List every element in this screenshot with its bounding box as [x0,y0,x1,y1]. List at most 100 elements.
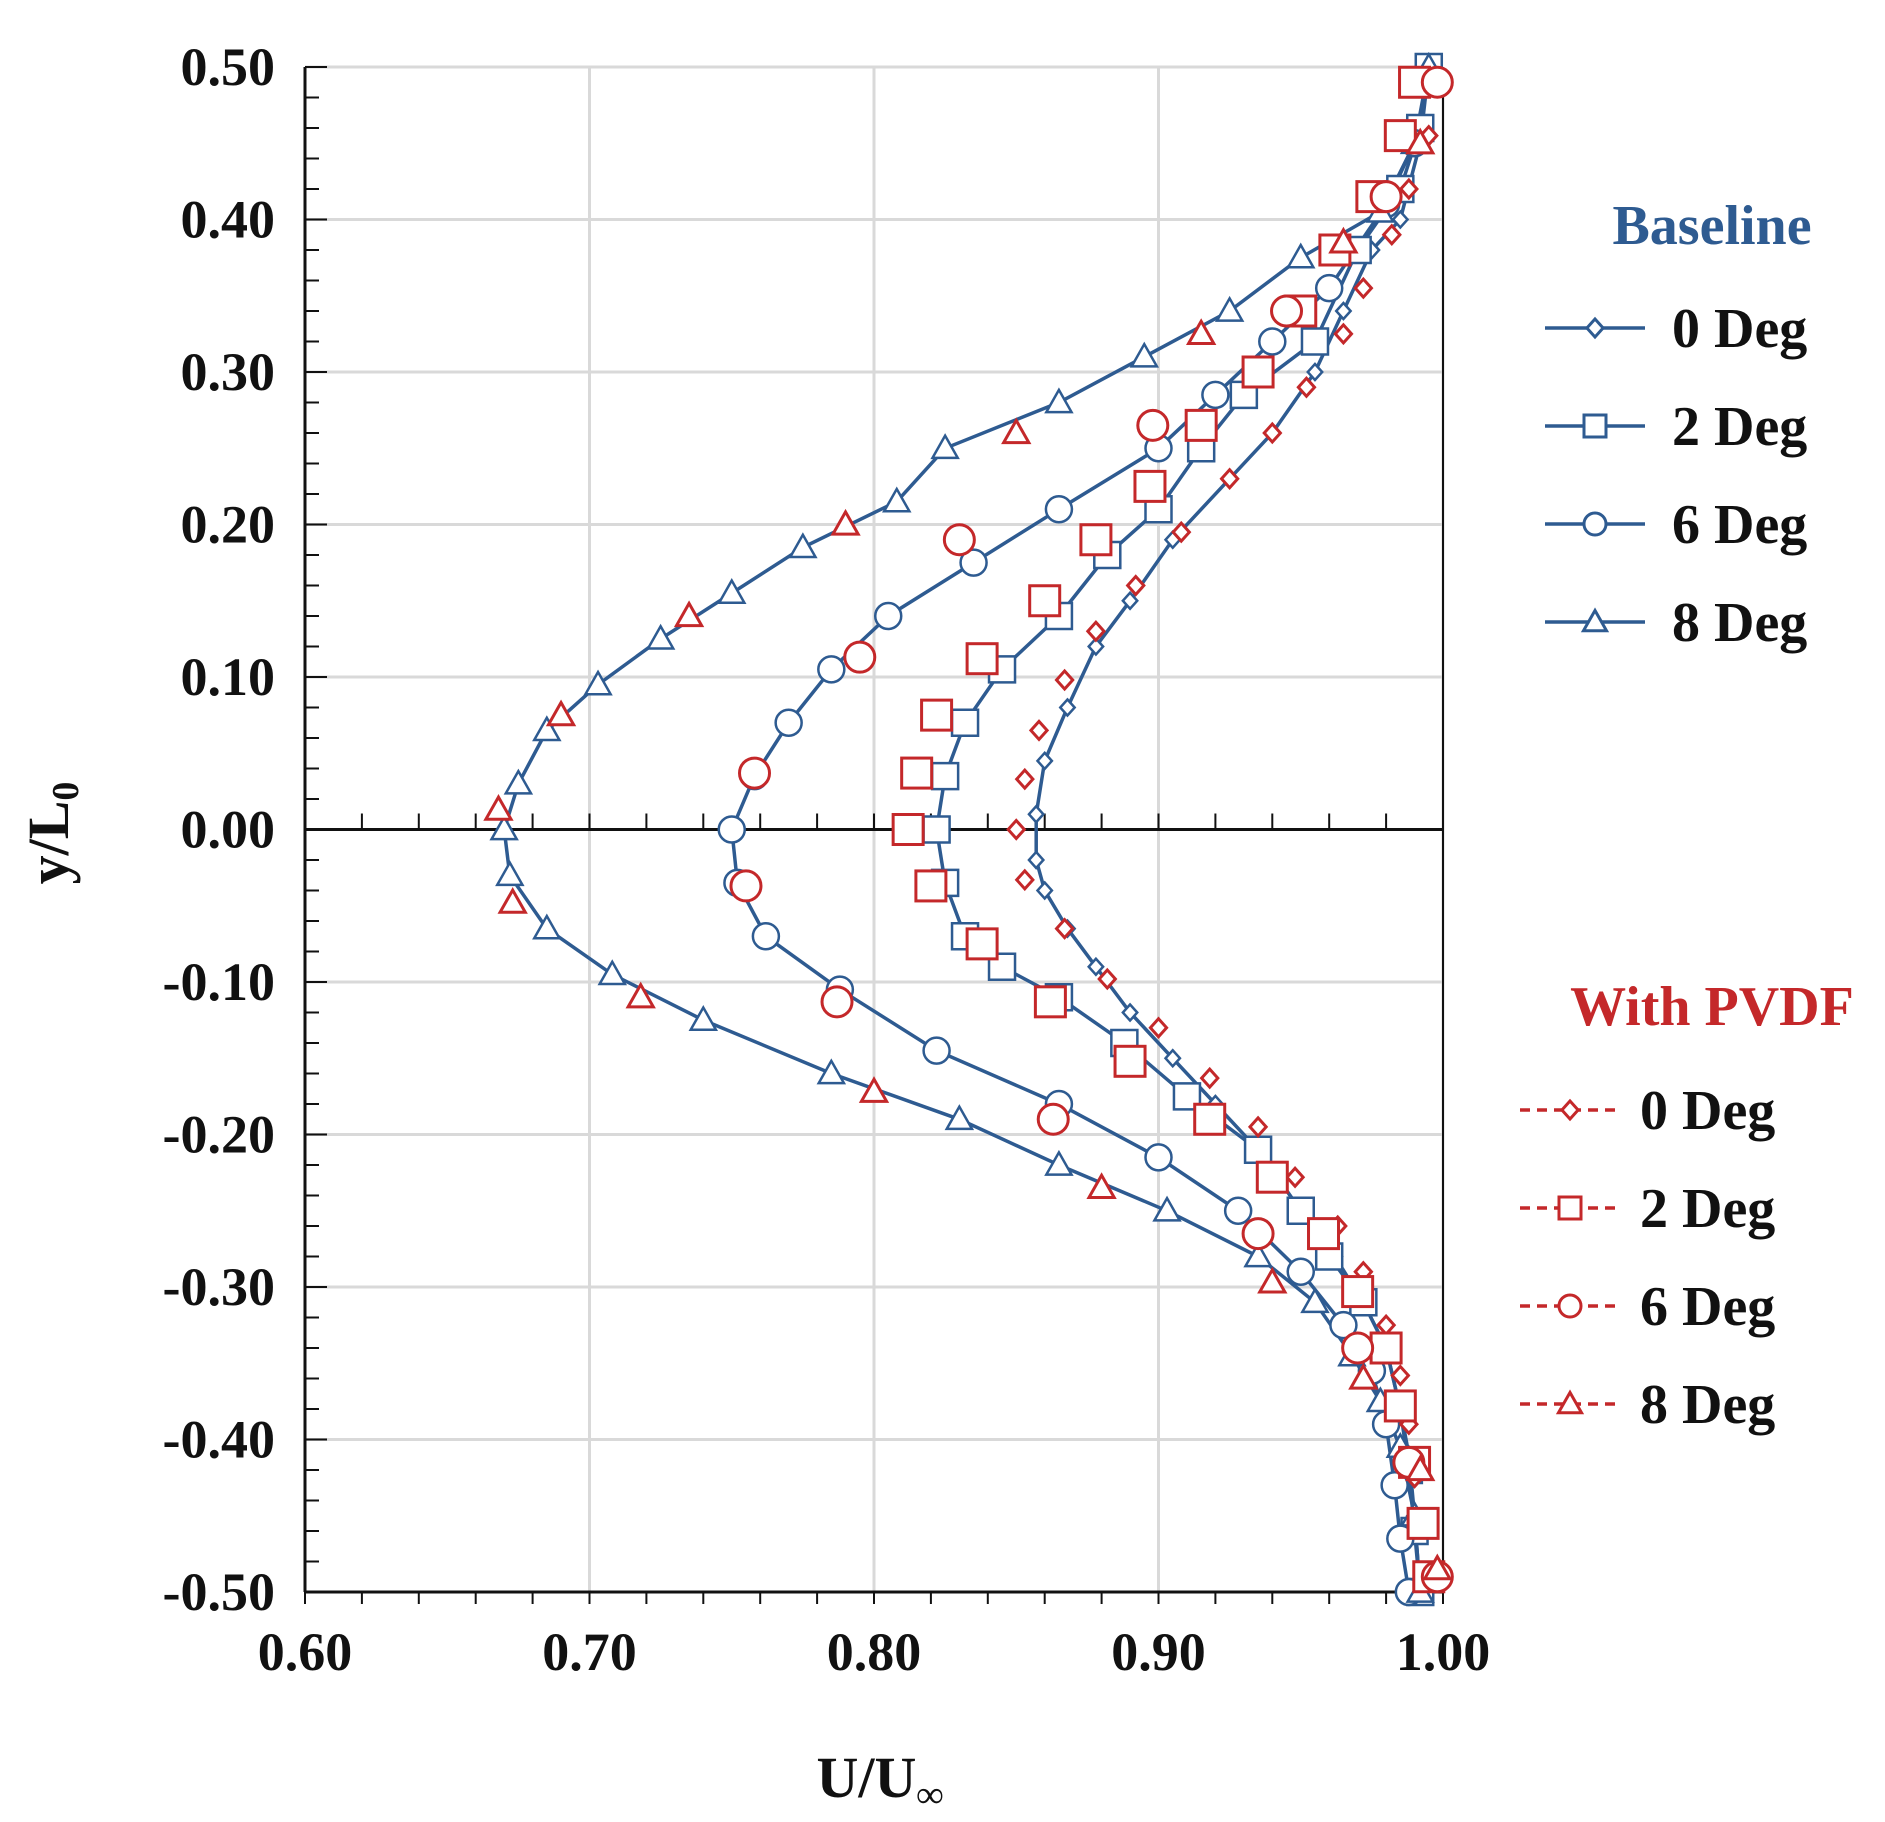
baseline-6-deg-point [1286,1257,1315,1286]
baseline-0-deg-point [1027,850,1046,870]
legend-label-baseline-0: 0 Deg [1672,298,1807,360]
pvdf-0-deg-point [1262,421,1283,445]
pvdf-8-deg-point [497,887,528,914]
pvdf-8-deg-point [1257,1266,1288,1294]
baseline-6-deg-point [774,708,803,737]
pvdf-2-deg-point [1406,1506,1440,1540]
legend-label-pvdf-2: 6 Deg [1640,1276,1775,1338]
legend-title-baseline: Baseline [1612,195,1811,257]
pvdf-0-deg-point [1125,574,1146,597]
baseline-8-deg-point [1044,1149,1074,1176]
pvdf-0-deg-point [1199,1066,1220,1090]
baseline-8-deg-point [930,433,960,460]
baseline-8-deg-point [495,860,525,887]
baseline-8-deg-point [532,913,562,940]
pvdf-2-deg-point [1307,1217,1341,1251]
legend-marker-baseline-triangle [1580,607,1610,633]
legend-marker-baseline-square [1582,413,1608,439]
legend-marker-pvdf-square [1557,1195,1583,1221]
baseline-2-deg-point [930,761,960,791]
y-tick-label: -0.40 [163,1410,275,1470]
legend: Baseline 0 Deg 2 Deg 6 Deg 8 Deg With PVDF 0 D… [1520,195,1854,1436]
pvdf-2-deg-point [965,927,999,961]
pvdf-0-deg-point [1097,967,1118,991]
baseline-6-deg-point [922,1036,951,1065]
baseline-8-deg-point [583,669,613,696]
legend-label-baseline-3: 8 Deg [1672,592,1807,654]
y-tick-label: -0.10 [163,952,275,1012]
y-tick-label: 0.00 [181,800,276,860]
pvdf-0-deg-point [1375,1313,1397,1337]
x-axis-title: U/U∞ [817,1745,944,1816]
data-markers [483,51,1454,1607]
y-tick-label: 0.20 [181,495,276,555]
baseline-8-deg-point [1129,341,1160,368]
pvdf-8-deg-point [1348,1362,1379,1390]
pvdf-2-deg-point [1028,584,1062,618]
pvdf-6-deg-point [1420,65,1454,99]
baseline-8-deg-point [597,959,628,986]
y-tick-label: -0.50 [163,1562,275,1622]
baseline-0-deg-point [1035,880,1054,901]
pvdf-0-deg-point [1353,276,1374,300]
pvdf-0-deg-point [1171,520,1192,544]
pvdf-0-deg-point [1014,868,1035,892]
legend-label-baseline-1: 2 Deg [1672,396,1807,458]
pvdf-2-deg-point [1193,1102,1227,1136]
pvdf-0-deg-point [1390,1364,1411,1387]
pvdf-2-deg-point [1383,119,1417,153]
pvdf-8-deg-point [830,508,861,536]
pvdf-6-deg-point [1341,1331,1375,1365]
y-tick-label: -0.30 [163,1257,275,1317]
baseline-6-deg-point [1044,495,1074,524]
legend-label-pvdf-0: 0 Deg [1640,1080,1775,1142]
baseline-6-deg-point [1201,380,1230,410]
baseline-2-deg-point [950,708,980,737]
pvdf-8-deg-point [1405,1454,1436,1482]
pvdf-0-deg-point [1247,1115,1269,1139]
baseline-8-deg-point [788,532,818,559]
baseline-8-deg-point [688,1004,719,1031]
baseline-6-deg-point [817,655,846,684]
pvdf-2-deg-point [1184,408,1218,442]
baseline-0-deg-point [1306,362,1324,382]
baseline-0-deg-point [1087,636,1105,657]
baseline-8-deg-point [1214,295,1245,322]
baseline-8-deg-point [1300,1287,1330,1314]
pvdf-0-deg-point [1219,467,1240,490]
pvdf-2-deg-point [1369,1331,1403,1365]
baseline-8-deg-point [503,768,534,795]
pvdf-6-deg-point [1369,180,1403,214]
baseline-8-deg-point [645,623,676,650]
legend-marker-baseline-diamond [1584,316,1606,340]
pvdf-8-deg-point [625,981,656,1009]
baseline-0-deg-point [1058,697,1077,718]
pvdf-2-deg-point [1341,1275,1375,1309]
baseline-8-deg-point [532,715,562,742]
baseline-6-deg-point [959,548,988,577]
pvdf-0-deg-point [1398,177,1419,201]
baseline-0-deg-point [1334,301,1353,321]
pvdf-6-deg-point [1241,1217,1275,1251]
legend-marker-baseline-circle [1582,511,1608,537]
baseline-2-deg-point [922,815,951,844]
pvdf-6-deg-point [942,523,976,557]
pvdf-0-deg-point [1028,719,1050,742]
pvdf-0-deg-point [1006,818,1027,841]
baseline-6-deg-point [1144,1143,1173,1172]
pvdf-2-deg-point [920,698,954,732]
pvdf-2-deg-point [1383,1389,1417,1423]
pvdf-2-deg-point [891,813,925,846]
y-tick-label: 0.30 [181,342,276,402]
pvdf-6-deg-point [1270,294,1304,328]
pvdf-8-deg-point [1405,127,1436,155]
baseline-8-deg-point [1243,1241,1273,1268]
baseline-0-deg-point [1391,209,1410,230]
pvdf-0-deg-point [1148,1016,1169,1039]
pvdf-0-deg-point [1085,620,1107,643]
baseline-6-deg-point [873,601,903,631]
baseline-2-deg-point [1300,327,1330,356]
baseline-0-deg-point [1121,590,1139,611]
baseline-0-deg-point [1035,751,1054,771]
baseline-8-deg-point [717,577,747,604]
